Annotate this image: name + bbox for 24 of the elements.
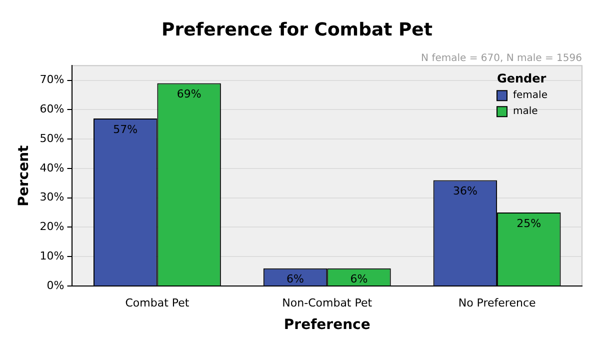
data-label: 6% (350, 272, 368, 286)
y-tick-label: 40% (40, 161, 64, 174)
y-tick-label: 20% (40, 220, 64, 234)
data-label: 36% (452, 184, 478, 198)
text: N female = 670, N male = 1596 (421, 53, 582, 64)
chart-title: Preference for Combat Pet (162, 19, 433, 40)
y-tick-label: 30% (40, 190, 64, 204)
y-axis-title: Percent (16, 144, 32, 206)
data-label: 6% (286, 272, 304, 286)
y-tick-label: 70% (40, 73, 64, 86)
y-tick-label: 10% (40, 249, 64, 262)
data-label: 57% (113, 122, 138, 136)
x-tick-label: Combat Pet (125, 296, 190, 310)
legend-label: male (513, 106, 538, 118)
data-label: 25% (516, 216, 542, 230)
x-axis-title: Preference (284, 317, 370, 334)
data-label: 69% (176, 88, 202, 101)
y-tick-label: 50% (40, 132, 64, 145)
legend-title: Gender (497, 72, 546, 86)
legend-label: female (513, 90, 548, 102)
x-tick-label: Non-Combat Pet (282, 296, 373, 310)
y-tick-label: 60% (40, 102, 64, 116)
x-tick-label: No Preference (458, 296, 536, 310)
y-tick-label: 0% (46, 278, 64, 292)
